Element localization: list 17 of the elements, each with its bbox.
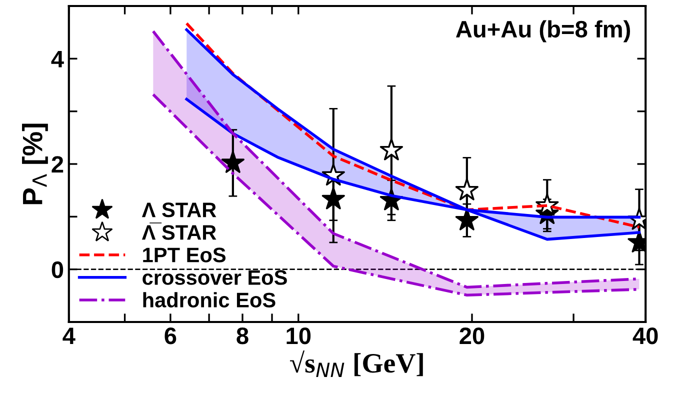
legend-label: 1PT EoS bbox=[143, 248, 226, 262]
y-tick-label: 2 bbox=[52, 156, 64, 173]
x-tick-label: 8 bbox=[236, 327, 248, 344]
x-tick-label: 4 bbox=[62, 328, 76, 344]
legend-label: hadronic EoS bbox=[143, 292, 276, 308]
annotation: Au+Au (b=8 fm) bbox=[456, 20, 630, 42]
x-tick-label: 40 bbox=[632, 327, 658, 344]
x-tick-label: 20 bbox=[460, 327, 484, 344]
y-tick-label: 4 bbox=[51, 50, 64, 68]
legend-label: Λ̅ STAR bbox=[142, 222, 216, 240]
y-tick-label: 0 bbox=[52, 261, 64, 278]
x-tick-label: 10 bbox=[286, 327, 311, 344]
x-tick-label: 6 bbox=[164, 327, 176, 344]
legend-label: crossover EoS bbox=[142, 270, 287, 285]
legend-label: Λ STAR bbox=[142, 202, 216, 218]
x-axis-title: √s$_{NN}$ [GeV] bbox=[290, 350, 423, 377]
y-axis-title: P$_{Λ}$ [%] bbox=[22, 124, 48, 204]
